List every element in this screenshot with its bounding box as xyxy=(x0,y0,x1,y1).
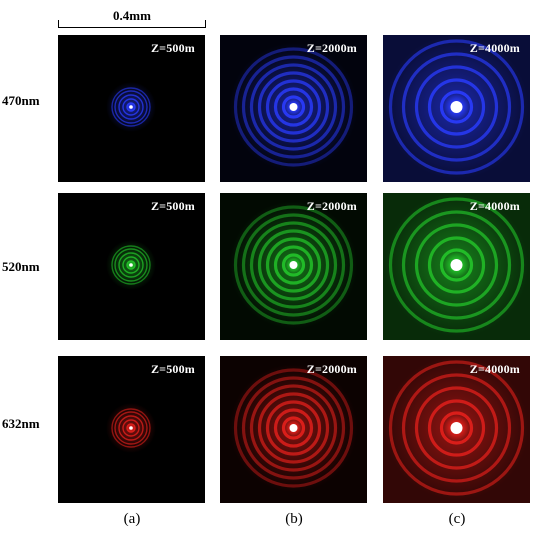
diffraction-ring xyxy=(273,408,314,448)
distance-label: Z=4000m xyxy=(469,362,520,376)
diffraction-ring xyxy=(281,95,306,119)
central-peak xyxy=(289,424,298,432)
row-label-520nm: 520nm xyxy=(2,259,40,274)
diffraction-ring xyxy=(111,245,151,285)
diffraction-ring xyxy=(114,411,148,445)
diffraction-pattern xyxy=(220,193,367,340)
diffraction-ring xyxy=(233,368,354,488)
diffraction-pattern xyxy=(106,403,156,453)
diffraction-ring xyxy=(122,419,140,437)
distance-label: Z=4000m xyxy=(469,199,520,213)
column-label-c: (c) xyxy=(448,511,466,527)
distance-label: Z=2000m xyxy=(306,41,357,55)
diffraction-ring xyxy=(265,400,322,456)
diffraction-ring xyxy=(401,210,512,320)
diffraction-ring xyxy=(241,376,346,480)
diffraction-ring xyxy=(122,98,140,116)
distance-label: Z=2000m xyxy=(306,362,357,376)
diffraction-ring xyxy=(427,78,486,136)
panel-520nm-z500: Z=500m xyxy=(58,193,205,340)
diffraction-ring xyxy=(414,223,499,307)
panel-470nm-z4000: Z=4000m xyxy=(383,35,530,182)
diffraction-pattern xyxy=(383,193,530,340)
diffraction-ring xyxy=(273,87,314,127)
diffraction-ring xyxy=(249,221,338,309)
diffraction-ring xyxy=(265,237,322,293)
distance-label: Z=500m xyxy=(150,199,195,213)
diffraction-ring xyxy=(388,360,525,496)
diffraction-ring xyxy=(265,79,322,135)
distance-label: Z=2000m xyxy=(306,199,357,213)
diffraction-ring xyxy=(111,408,151,448)
diffraction-ring xyxy=(122,256,140,274)
panel-520nm-z4000: Z=4000m xyxy=(383,193,530,340)
diffraction-ring xyxy=(233,205,354,325)
diffraction-ring xyxy=(439,90,474,124)
diffraction-ring xyxy=(281,253,306,277)
central-peak xyxy=(129,105,133,109)
panel-632nm-z2000: Z=2000m xyxy=(220,356,367,503)
diffraction-pattern xyxy=(106,240,156,290)
diffraction-pattern xyxy=(383,35,530,182)
diffraction-ring xyxy=(401,52,512,162)
diffraction-ring xyxy=(111,87,151,127)
diffraction-ring xyxy=(388,39,525,175)
diffraction-ring xyxy=(241,213,346,317)
diffraction-ring xyxy=(249,63,338,151)
central-peak xyxy=(450,101,463,113)
diffraction-ring xyxy=(118,94,144,120)
diffraction-pattern xyxy=(220,356,367,503)
diffraction-ring xyxy=(257,229,330,301)
diffraction-pattern xyxy=(220,35,367,182)
central-peak xyxy=(450,422,463,434)
distance-label: Z=500m xyxy=(150,362,195,376)
central-peak xyxy=(129,426,133,430)
diffraction-ring xyxy=(273,245,314,285)
diffraction-ring xyxy=(439,411,474,445)
panel-470nm-z2000: Z=2000m xyxy=(220,35,367,182)
diffraction-ring xyxy=(427,399,486,457)
diffraction-ring xyxy=(114,248,148,282)
row-label-632nm: 632nm xyxy=(2,416,40,431)
diffraction-ring xyxy=(281,416,306,440)
row-label-470nm: 470nm xyxy=(2,93,40,108)
panel-632nm-z4000: Z=4000m xyxy=(383,356,530,503)
panel-470nm-z500: Z=500m xyxy=(58,35,205,182)
scale-bar: 0.4mm xyxy=(58,8,206,30)
diffraction-ring xyxy=(439,248,474,282)
diffraction-ring xyxy=(249,384,338,472)
diffraction-ring xyxy=(118,415,144,441)
panel-520nm-z2000: Z=2000m xyxy=(220,193,367,340)
diffraction-ring xyxy=(388,197,525,333)
central-peak xyxy=(289,103,298,111)
distance-label: Z=500m xyxy=(150,41,195,55)
diffraction-ring xyxy=(414,386,499,470)
diffraction-ring xyxy=(257,392,330,464)
central-peak xyxy=(450,259,463,271)
diffraction-ring xyxy=(118,252,144,278)
diffraction-ring xyxy=(114,90,148,124)
distance-label: Z=4000m xyxy=(469,41,520,55)
diffraction-ring xyxy=(414,65,499,149)
panel-632nm-z500: Z=500m xyxy=(58,356,205,503)
diffraction-pattern xyxy=(106,82,156,132)
diffraction-ring xyxy=(427,236,486,294)
diffraction-ring xyxy=(257,71,330,143)
column-label-a: (a) xyxy=(123,511,141,527)
scale-bar-label: 0.4mm xyxy=(113,8,151,23)
diffraction-pattern xyxy=(383,356,530,503)
diffraction-ring xyxy=(241,55,346,159)
column-label-b: (b) xyxy=(285,511,303,527)
diffraction-ring xyxy=(233,47,354,167)
central-peak xyxy=(289,261,298,269)
central-peak xyxy=(129,263,133,267)
diffraction-ring xyxy=(401,373,512,483)
